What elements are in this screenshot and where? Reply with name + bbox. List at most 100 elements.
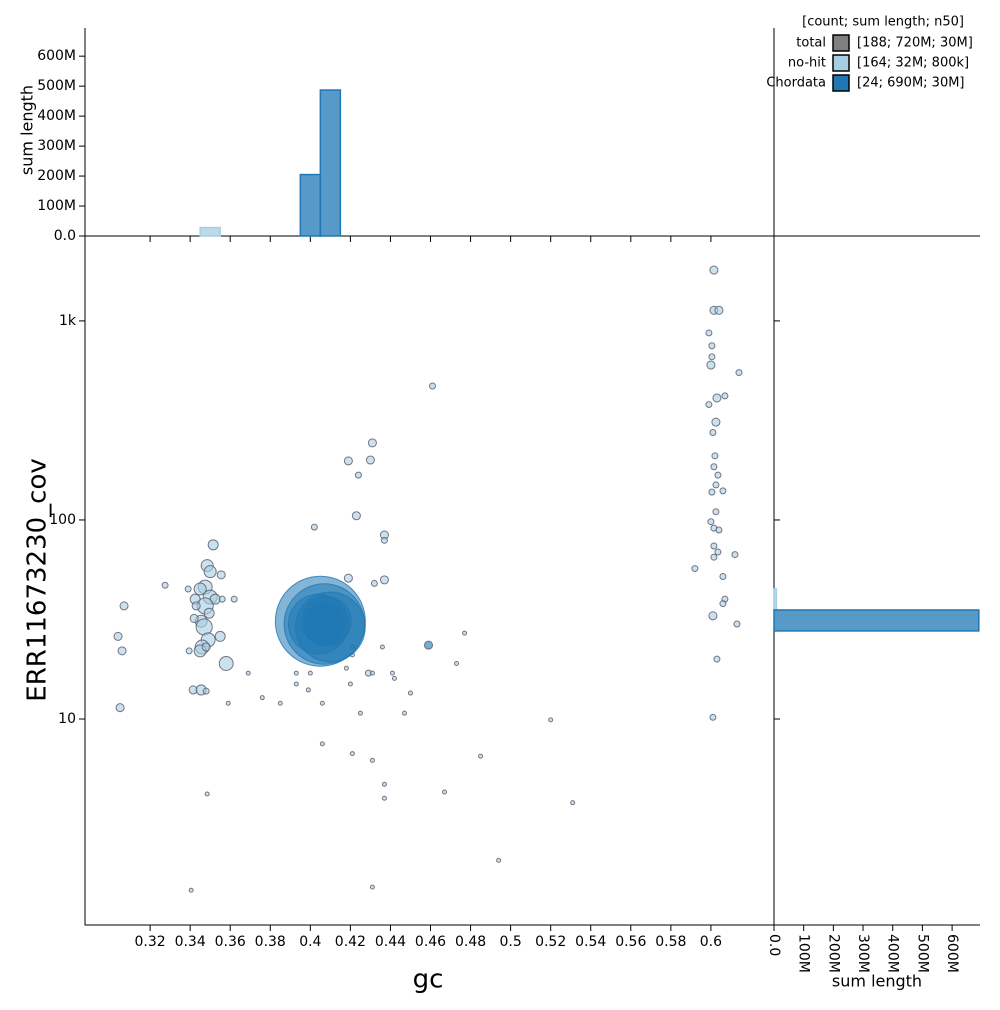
blob — [708, 488, 716, 496]
blob — [259, 695, 265, 701]
blob — [369, 757, 375, 763]
blob — [202, 687, 210, 695]
blob — [310, 523, 318, 531]
blob — [307, 670, 313, 676]
blob — [380, 536, 388, 544]
blob — [113, 631, 123, 641]
blob — [245, 670, 251, 676]
blob — [714, 548, 722, 556]
right-hist-x-tick-label: 600M — [944, 934, 960, 973]
right-hist-x-tick-label: 300M — [855, 934, 871, 973]
x-tick-label: 0.36 — [215, 934, 246, 950]
blob — [218, 595, 226, 603]
blob — [354, 471, 362, 479]
blob — [115, 703, 125, 713]
x-tick-label: 0.5 — [499, 934, 521, 950]
y-axis-label: ERR11673230_cov — [23, 458, 53, 701]
x-tick-label: 0.42 — [335, 934, 366, 950]
blob — [711, 452, 719, 460]
legend-swatch — [832, 34, 850, 52]
legend-swatch — [832, 74, 850, 92]
blob — [708, 353, 716, 361]
blob — [391, 675, 397, 681]
y-tick-label: 100 — [49, 512, 76, 528]
blob — [204, 791, 210, 797]
top-hist-y-tick-label: 600M — [37, 48, 76, 64]
blob — [708, 342, 716, 350]
blob — [548, 717, 554, 723]
blob — [401, 710, 407, 716]
blob — [719, 600, 727, 608]
blob — [407, 690, 413, 696]
x-tick-label: 0.38 — [255, 934, 286, 950]
blob — [201, 642, 211, 652]
legend-label: [24; 690M; 30M] — [857, 76, 965, 91]
blob — [733, 620, 741, 628]
x-tick-label: 0.46 — [415, 934, 446, 950]
blob — [719, 573, 727, 580]
x-tick-label: 0.34 — [175, 934, 206, 950]
blob — [731, 551, 739, 559]
blob — [369, 884, 375, 890]
gc-hist-bar — [199, 226, 221, 237]
blob — [357, 710, 363, 716]
blob — [367, 438, 377, 448]
blob — [214, 630, 226, 642]
blob — [713, 655, 721, 663]
legend-label: [164; 32M; 800k] — [857, 56, 969, 71]
blob — [293, 670, 299, 676]
right-hist-x-tick-label: 500M — [914, 934, 930, 973]
blob — [343, 456, 353, 466]
legend-title: [count; sum length; n50] — [802, 15, 964, 30]
blob — [319, 741, 325, 747]
blob — [709, 429, 717, 436]
top-hist-y-tick-label: 300M — [37, 138, 76, 154]
gc-hist-bar — [299, 173, 322, 237]
right-hist-x-tick-label: 100M — [796, 934, 812, 973]
blob — [184, 585, 192, 593]
blob — [389, 670, 395, 676]
blob — [691, 565, 699, 573]
top-hist-label: sum length — [18, 85, 37, 175]
blob — [706, 360, 716, 370]
blob — [381, 781, 387, 787]
x-tick-label: 0.32 — [135, 934, 166, 950]
blob — [370, 579, 378, 587]
blob — [478, 753, 484, 759]
blob — [709, 265, 719, 275]
blob — [442, 789, 448, 795]
blob — [714, 471, 722, 479]
blob — [207, 539, 219, 551]
blob — [710, 553, 718, 561]
blob — [119, 601, 129, 611]
legend-swatch — [832, 54, 850, 72]
blob — [705, 401, 713, 409]
x-tick-label: 0.44 — [375, 934, 406, 950]
right-hist-x-tick-label: 0.0 — [766, 934, 782, 956]
blob — [225, 700, 231, 706]
right-hist-x-tick-label: 200M — [825, 934, 841, 973]
main-frame — [84, 235, 775, 926]
blob — [218, 656, 234, 671]
blob — [189, 613, 199, 623]
legend-name: total — [796, 36, 826, 51]
x-tick-label: 0.54 — [575, 934, 606, 950]
blob — [230, 595, 238, 603]
blob — [193, 582, 207, 596]
blob — [715, 526, 723, 534]
blob — [712, 481, 720, 489]
blob — [379, 644, 385, 650]
blob — [369, 670, 375, 676]
legend-label: [188; 720M; 30M] — [857, 36, 973, 51]
blob — [188, 887, 194, 893]
blob — [379, 575, 389, 585]
blob — [305, 687, 311, 693]
blob — [429, 382, 436, 390]
legend-name: Chordata — [766, 76, 826, 91]
blob — [191, 601, 201, 611]
blob — [203, 607, 215, 619]
blob — [462, 630, 468, 636]
legend-name: no-hit — [788, 56, 826, 71]
